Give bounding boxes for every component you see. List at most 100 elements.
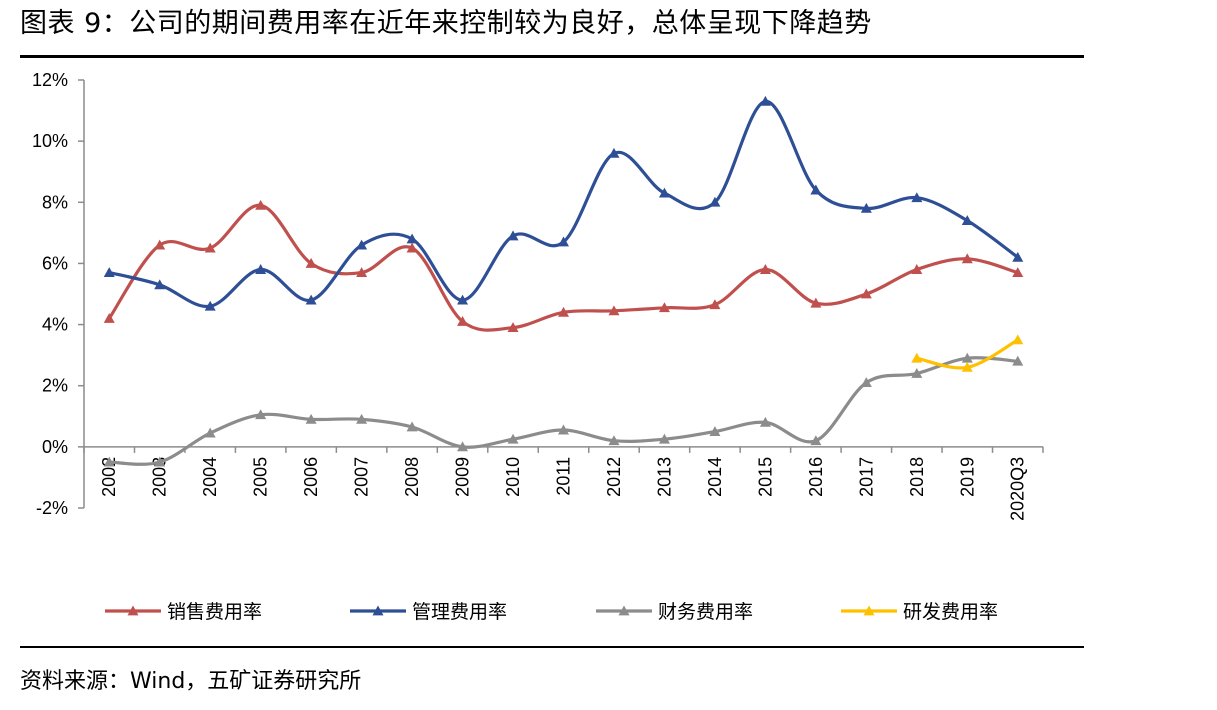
x-tick-label: 2018 [907,457,927,497]
data-point [154,279,166,290]
y-tick-label: -2% [36,498,68,518]
source-note: 资料来源：Wind，五矿证券研究所 [20,669,362,694]
x-tick-label: 2020Q3 [1008,457,1028,521]
x-tick-label: 2012 [604,457,624,497]
x-tick-label: 2005 [251,457,271,497]
data-point [558,306,569,317]
data-point [911,352,923,363]
data-point [255,409,267,420]
data-point [911,192,923,203]
data-point [507,322,519,333]
x-tick-label: 2011 [554,457,574,496]
data-point [709,196,721,207]
line-chart: -2% 0% 2% 4% 6% 8% 10% 12% 2002 2003 2004 2005 2006 2… [32,70,1044,623]
legend-swatch-marker [863,605,875,616]
x-tick-label: 2015 [755,457,775,497]
data-point [406,233,418,244]
data-point [356,413,368,424]
data-point [1012,355,1024,366]
data-point [759,95,771,106]
data-point [911,264,923,274]
data-point [1012,267,1024,277]
data-point [103,456,115,467]
data-point [608,147,620,158]
data-point [154,456,166,467]
data-point [608,305,620,316]
data-point [1012,334,1024,345]
legend-label: 管理费用率 [412,601,507,623]
data-point [204,427,216,438]
series-4 [911,334,1024,372]
y-tick-label: 12% [32,70,68,90]
x-tick-label: 2006 [301,457,321,497]
data-point [103,312,115,323]
y-tick-label: 10% [32,131,68,151]
data-point [558,424,569,435]
series-layer [103,95,1024,467]
legend-item-2: 管理费用率 [350,601,507,623]
data-point [305,257,317,268]
data-point [305,294,317,305]
data-point [406,421,418,432]
x-tick-label: 2008 [402,457,422,497]
legend-swatch-marker [127,605,139,616]
data-point [709,426,721,436]
legend-swatch-marker [372,605,384,616]
data-point [709,299,721,310]
legend-swatch-marker [618,605,630,616]
y-tick-label: 8% [42,192,68,212]
legend-label: 研发费用率 [903,601,998,623]
data-point [961,352,973,363]
chart-axes: -2% 0% 2% 4% 6% 8% 10% 12% 2002 2003 2004 2005 2006 2… [32,70,1044,521]
x-tick-label: 2017 [856,457,876,497]
data-point [154,239,166,250]
series-line [107,203,1020,332]
data-point [658,302,670,313]
chart-legend: 销售费用率 管理费用率 财务费用率 研发费用率 [105,601,998,623]
data-point [356,239,368,250]
data-point [860,202,872,213]
data-point [204,242,216,253]
legend-item-4: 研发费用率 [841,601,998,623]
y-tick-label: 2% [42,376,68,396]
data-point [507,433,519,444]
data-point [204,300,216,311]
y-tick-label: 4% [42,315,68,335]
y-tick-label: 0% [42,437,68,457]
footer-rule [20,646,1084,648]
series-line [107,356,1020,466]
series-3 [103,352,1024,467]
data-point [759,416,771,427]
x-tick-label: 2010 [503,457,523,497]
data-point [810,184,822,195]
data-point [457,316,469,326]
data-point [356,267,368,277]
data-point [255,264,267,274]
data-point [810,435,822,446]
x-tick-label: 2019 [957,457,977,497]
series-1 [103,199,1024,333]
data-point [810,297,822,308]
data-point [911,367,923,378]
legend-item-1: 销售费用率 [105,601,262,623]
data-point [457,294,469,305]
data-point [255,199,267,210]
legend-label: 销售费用率 [167,601,262,623]
series-2 [103,95,1024,311]
data-point [759,264,771,274]
data-point [961,361,973,372]
data-point [1012,251,1024,262]
data-point [305,413,317,424]
data-point [860,288,872,299]
legend-item-3: 财务费用率 [596,601,753,623]
series-line [107,99,1020,308]
x-tick-label: 2009 [453,457,473,497]
x-tick-label: 2004 [200,457,220,497]
data-point [406,242,418,253]
data-point [608,435,620,446]
data-point [658,433,670,444]
data-point [860,377,872,388]
data-point [457,441,469,452]
chart-title: 图表 9：公司的期间费用率在近年来控制较为良好，总体呈现下降趋势 [20,8,872,39]
x-tick-label: 2002 [99,457,119,497]
